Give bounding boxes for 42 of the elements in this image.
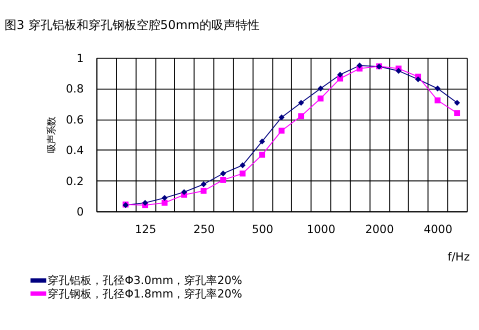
point <box>240 170 246 176</box>
point <box>434 97 441 104</box>
y-tick-label: 0.2 <box>66 174 84 188</box>
point <box>298 100 304 106</box>
point <box>415 76 422 82</box>
x-tick-label: 125 <box>134 223 156 236</box>
x-tick-label: 1000 <box>306 223 336 236</box>
y-tick-label: 0.4 <box>66 144 84 158</box>
point <box>454 100 460 106</box>
point <box>318 96 324 102</box>
point <box>434 86 441 92</box>
point <box>162 200 168 206</box>
point <box>356 62 363 68</box>
x-axis-title: f/Hz <box>448 250 470 264</box>
point <box>278 128 285 134</box>
point <box>220 177 226 183</box>
legend-label: 穿孔钢板，孔径Φ1.8mm，穿孔率20% <box>48 287 243 300</box>
point <box>318 86 324 92</box>
y-axis-title: 吸声系数 <box>46 117 58 154</box>
x-tick-label: 250 <box>193 223 215 236</box>
x-tick-label: 500 <box>252 223 274 236</box>
point <box>220 170 226 176</box>
point <box>259 138 266 144</box>
y-tick-label: 0 <box>76 205 84 218</box>
point <box>240 162 246 168</box>
point <box>278 114 285 120</box>
point <box>181 189 188 196</box>
chart-title: 图3 穿孔铝板和穿孔钢板空腔50mm的吸声特性 <box>4 18 260 32</box>
point <box>200 181 207 188</box>
y-tick-label: 0.6 <box>66 113 84 126</box>
point <box>337 72 344 78</box>
point <box>162 194 168 201</box>
point <box>142 200 148 206</box>
legend-label: 穿孔铝板，孔径Φ3.0mm，穿孔率20% <box>48 274 243 288</box>
point <box>259 152 266 158</box>
y-tick-label: 1 <box>76 52 84 66</box>
x-tick-label: 4000 <box>424 223 452 236</box>
point <box>200 188 207 194</box>
y-tick-label: 0.8 <box>66 82 84 96</box>
point <box>298 113 304 120</box>
point <box>454 110 460 116</box>
x-tick-label: 2000 <box>365 223 394 236</box>
